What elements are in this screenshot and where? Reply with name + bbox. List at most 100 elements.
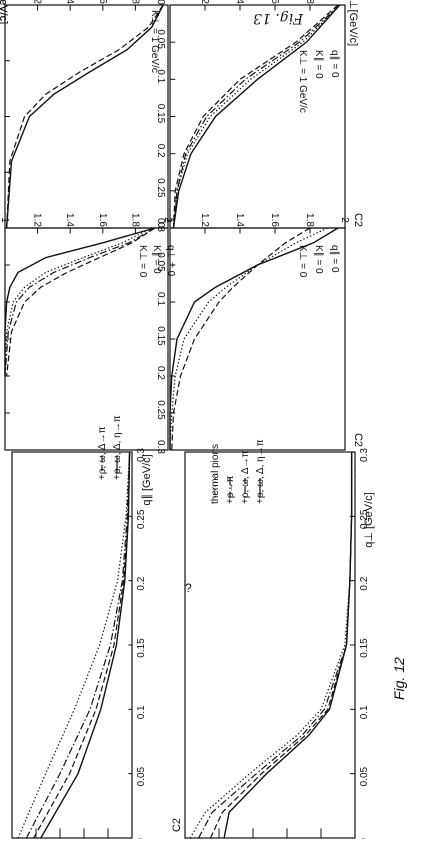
y-tick-label: 1.6 — [269, 213, 280, 227]
panel-annotation: K⊥ = 1 GeV/c — [297, 50, 308, 113]
y-tick-label: 1.8 — [304, 0, 315, 4]
y-tick-label: 1.2 — [32, 0, 43, 4]
x-tick-label: 0.25 — [0, 400, 1, 420]
x-tick-label: 0.2 — [359, 576, 370, 590]
x-tick-label: 0.05 — [359, 766, 370, 786]
series-line-2 — [211, 452, 352, 838]
y-tick-label: 1.4 — [64, 213, 75, 227]
series-line-1 — [199, 452, 352, 838]
y-tick-label: 1.4 — [64, 0, 75, 4]
chart-panel-3: 00.050.10.150.211.21.41.61.82q∥[GeV/c]K⊥… — [0, 0, 173, 232]
y-tick-label: 1.4 — [234, 213, 245, 227]
x-tick-label: 0.2 — [136, 576, 147, 590]
series-line-2 — [34, 452, 130, 838]
x-tick-label: 0.05 — [155, 252, 166, 272]
y-axis-label: C2 — [352, 213, 364, 227]
y-tick-label: 2 — [339, 217, 350, 223]
panel-annotation: q∥ = 0 — [329, 245, 340, 273]
x-tick-label: 0.15 — [0, 160, 1, 180]
series-line-3 — [41, 452, 130, 838]
plots-layer: 0 0.05 0.1 0.15 0.2 0.25 0.3 1 1.2 1.4 1.6 1.8 2 q∥ [… — [0, 0, 375, 839]
stray-mark: ? — [185, 581, 192, 595]
y-tick-label: 1.4 — [234, 0, 245, 4]
x-tick-label: 0.3 — [155, 440, 166, 454]
series-line-2 — [172, 228, 310, 450]
panel-annotation: K⊥ = 0 — [137, 245, 148, 278]
series-line-0 — [7, 5, 163, 228]
x-tick-label: 0.1 — [359, 705, 370, 719]
series-line-1 — [174, 5, 340, 228]
panel-annotation: K⊥ = 0 — [297, 245, 308, 278]
series-line-0 — [5, 228, 155, 376]
x-axis-label: q⊥[GeV/c] — [347, 0, 359, 46]
series-line-0 — [190, 452, 352, 838]
x-tick-label: 0.2 — [155, 144, 166, 158]
x-tick-label: 0.15 — [359, 638, 370, 658]
legend-entry: +ρ, ω, Δ, η→π — [112, 415, 123, 480]
panel-annotation: q∥ = 0 — [329, 50, 340, 78]
series-line-3 — [174, 5, 339, 228]
chart-panel-1: 00.050.10.150.20.250.311.21.41.61.82q⊥ [… — [171, 439, 375, 839]
legend-entry: thermal pions — [210, 444, 221, 504]
legend-entry: +ρ, ω, Δ→π — [240, 450, 251, 504]
legend-entry: +ρ→π — [225, 475, 236, 504]
handwritten-figure-label-top: Fig. 13 — [253, 10, 304, 26]
x-tick-label: 0.25 — [136, 509, 147, 529]
panel-annotation: K∥ = 0 — [313, 50, 324, 79]
x-tick-label: 0.25 — [155, 400, 166, 420]
series-line-2 — [174, 5, 340, 228]
x-tick-label: 0.3 — [0, 440, 1, 454]
series-line-2 — [5, 228, 155, 376]
x-tick-label: 0.1 — [0, 292, 1, 306]
x-axis-label: q∥[GeV/c] — [0, 0, 9, 24]
x-tick-label: 0.2 — [155, 366, 166, 380]
series-line-3 — [7, 228, 155, 376]
plot-frame — [170, 5, 345, 228]
x-tick-label: 0.15 — [136, 638, 147, 658]
y-tick-label: 1.8 — [129, 213, 140, 227]
x-tick-label: 0.15 — [155, 326, 166, 346]
x-tick-label: 0.15 — [0, 326, 1, 346]
x-tick-label: 0.25 — [155, 178, 166, 198]
y-tick-label: 1 — [164, 217, 175, 223]
x-tick-label: 0 — [155, 222, 166, 228]
x-tick-label: 0.1 — [155, 292, 166, 306]
legend-entry: +ρ, ω, Δ→π — [97, 426, 108, 480]
x-tick-label: 0.1 — [0, 107, 1, 121]
x-tick-label: 0.05 — [0, 252, 1, 272]
y-tick-label: 1.6 — [269, 0, 280, 4]
x-tick-label: 0.3 — [359, 448, 370, 462]
panel-annotation: K∥ = 0 — [313, 245, 324, 274]
y-tick-label: 1.8 — [129, 0, 140, 4]
y-tick-label: 1.2 — [32, 213, 43, 227]
x-tick-label: 0.1 — [136, 705, 147, 719]
y-axis-label: C2 — [352, 433, 364, 447]
series-line-0 — [170, 228, 338, 450]
y-axis-label: C2 — [171, 818, 183, 832]
x-tick-label: 0.05 — [136, 766, 147, 786]
handwritten-figure-label-mid: Fig. 12 — [391, 657, 407, 700]
y-tick-label: 1.6 — [97, 0, 108, 4]
x-axis-label: q⊥ [GeV/c] — [363, 492, 375, 547]
y-tick-label: 1.6 — [97, 213, 108, 227]
y-tick-label: 1.2 — [199, 213, 210, 227]
series-line-0 — [174, 5, 340, 228]
legend-entry: +ρ, ω, Δ, η→π — [255, 439, 266, 504]
y-tick-label: 1.8 — [304, 213, 315, 227]
x-tick-label: 0.2 — [0, 218, 1, 232]
series-line-3 — [224, 452, 352, 838]
x-tick-label: 0.1 — [155, 69, 166, 83]
x-tick-label: 0 — [155, 0, 166, 5]
chart-panel-4: 00.050.10.150.20.250.311.21.41.61.82q⊥[G… — [155, 0, 364, 232]
x-tick-label: 0.2 — [0, 366, 1, 380]
x-tick-label: 0.05 — [155, 29, 166, 49]
series-line-1 — [5, 228, 152, 376]
y-tick-label: 1.2 — [199, 0, 210, 4]
chart-panel-0: 00.050.10.150.20.250.311.21.41.61.82q∥ [… — [7, 415, 153, 839]
x-axis-label: q∥ [GeV/c] — [141, 454, 153, 505]
plot-frame — [185, 452, 355, 838]
x-tick-label: 0.15 — [155, 104, 166, 124]
x-tick-label: 0.05 — [0, 48, 1, 68]
